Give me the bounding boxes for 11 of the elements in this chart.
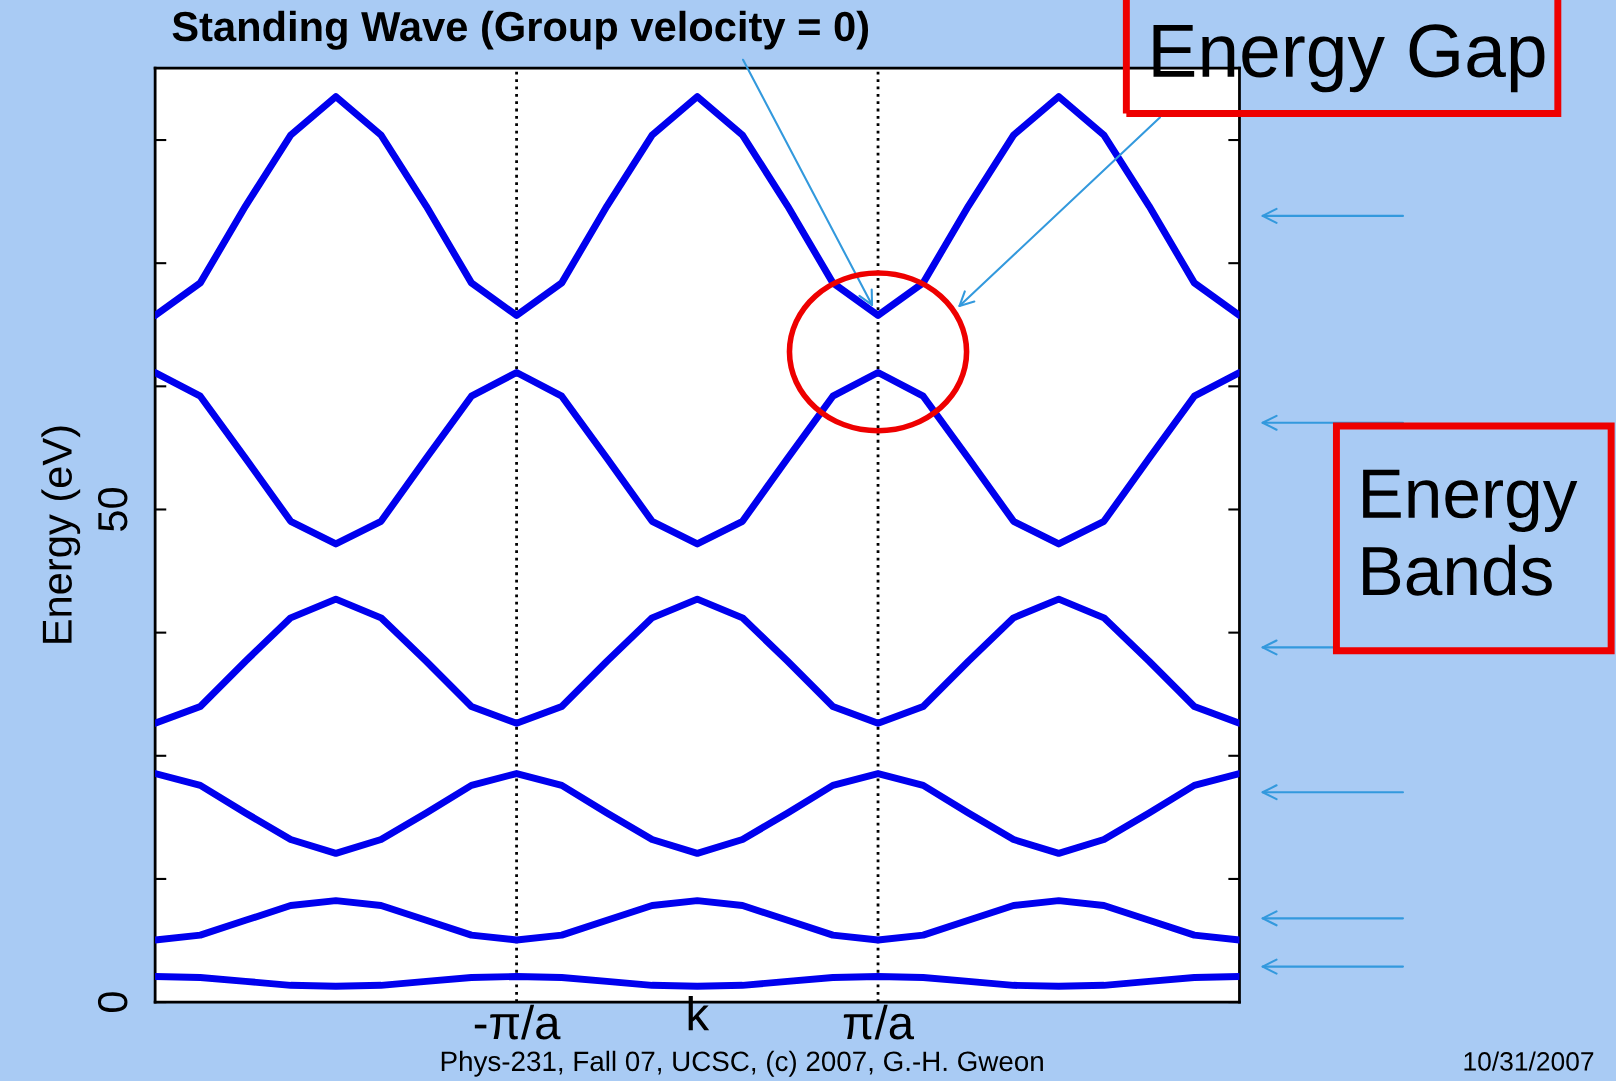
y-axis-title: Energy (eV): [41, 426, 81, 643]
chart-title: Standing Wave (Group velocity = 0): [172, 10, 869, 50]
text: Phys-231, Fall 07, UCSC, (c) 2007, G.-H. Gweon: [441, 1050, 1043, 1077]
text: 10/31/2007: [1464, 1051, 1594, 1071]
annotation: Energy Gap: [1153, 24, 1545, 93]
x-tick-label: π/a: [843, 1004, 915, 1040]
text: Energy Bands: [1363, 469, 1578, 596]
x-axis-title: k: [688, 996, 710, 1031]
x-tick-label: -π/a: [474, 1004, 561, 1040]
y-tick-label: 0: [97, 992, 128, 1013]
y-tick-label: 50: [97, 487, 128, 531]
